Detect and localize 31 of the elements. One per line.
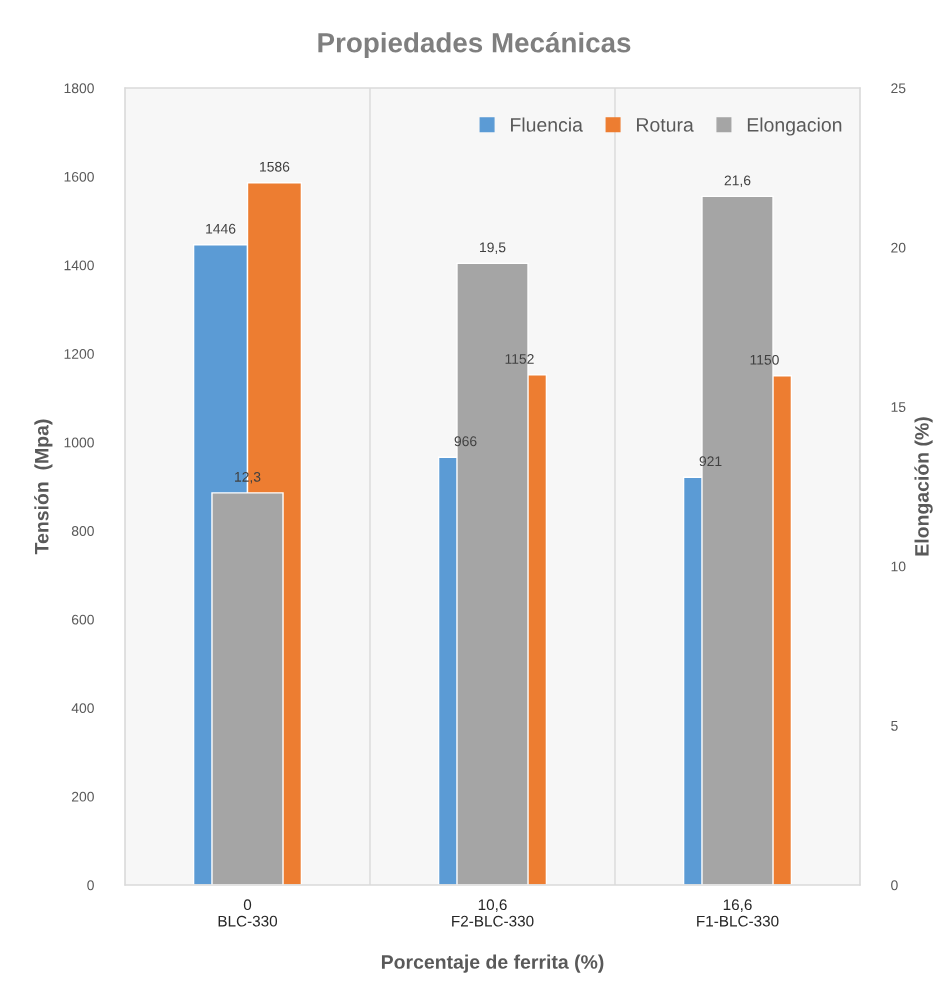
data-label: 1446 [206, 223, 236, 234]
y2-axis-title: Elongación (%) [914, 417, 933, 556]
y2-tick-label: 5 [891, 721, 898, 731]
data-label: 12,3 [235, 471, 261, 484]
data-label: 19,5 [480, 242, 506, 254]
data-label: 1586 [260, 161, 290, 172]
x-axis-title: Porcentaje de ferrita (%) [381, 954, 604, 973]
x-tick-label: 16,6 F1-BLC-330 [697, 899, 779, 927]
x-tick-label: 10,6 F2-BLC-330 [452, 899, 534, 927]
legend-label: Elongacion [747, 117, 842, 136]
y-tick-label: 1000 [64, 437, 94, 448]
chart-title: Propiedades Mecánicas [318, 31, 631, 59]
legend-label: Fluencia [511, 117, 583, 132]
y2-tick-label: 10 [891, 561, 906, 572]
y-tick-label: 1200 [64, 349, 94, 359]
y-tick-label: 1400 [64, 260, 94, 271]
y-tick-label: 800 [71, 526, 94, 536]
y2-tick-label: 0 [891, 880, 898, 891]
y-tick-label: 400 [71, 703, 94, 714]
legend-label: Rotura [637, 118, 694, 132]
y-tick-label: 600 [71, 614, 94, 625]
y-tick-label: 1600 [64, 171, 94, 182]
y2-tick-label: 25 [891, 83, 906, 94]
y2-tick-label: 15 [891, 402, 906, 412]
y-tick-label: 1800 [64, 83, 94, 94]
x-tick-label: 0 BLC-330 [218, 899, 278, 927]
y-tick-label: 200 [71, 791, 94, 802]
data-label: 21,6 [724, 175, 751, 187]
y2-tick-label: 20 [891, 242, 906, 253]
y-tick-label: 0 [87, 880, 94, 891]
y-axis-title: Tensión (Mpa) [34, 419, 53, 555]
